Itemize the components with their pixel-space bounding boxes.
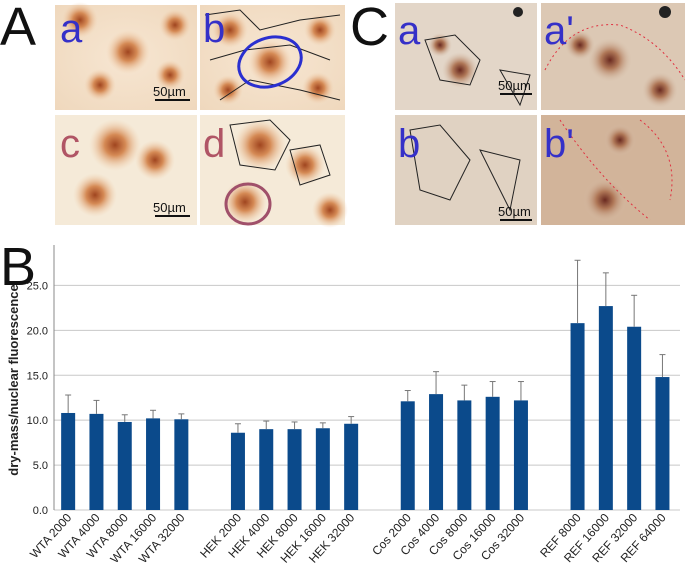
bar <box>230 432 245 510</box>
bar <box>400 401 415 510</box>
y-tick-label: 10.0 <box>27 415 48 427</box>
y-tick-label: 25.0 <box>27 280 48 292</box>
y-axis-title: dry-mass/nuclear fluorescence <box>6 284 21 475</box>
bar <box>315 428 330 510</box>
y-tick-label: 15.0 <box>27 370 48 382</box>
bar <box>61 412 76 510</box>
panel-c-images <box>395 3 685 225</box>
subpanel-label: a <box>398 9 421 53</box>
bar <box>146 418 161 510</box>
bar <box>89 413 104 510</box>
bar <box>655 377 670 510</box>
bar <box>117 421 132 510</box>
panel-label: C <box>350 0 389 57</box>
panel-label: A <box>0 0 36 57</box>
bar <box>627 326 642 510</box>
bar <box>570 323 585 510</box>
scale-label: 50µm <box>498 204 531 219</box>
scale-label: 50µm <box>153 200 186 215</box>
scale-label: 50µm <box>153 84 186 99</box>
bar <box>485 396 500 510</box>
panel-a-images <box>55 2 348 228</box>
subpanel-label: a' <box>544 9 574 53</box>
subpanel-label: b <box>398 122 420 166</box>
bar <box>259 429 274 510</box>
bar <box>287 429 302 510</box>
subpanel-label: c <box>60 122 80 166</box>
panel-label: B <box>0 237 36 297</box>
subpanel-label: b' <box>544 122 574 166</box>
bar <box>457 400 472 510</box>
subpanel-label: b <box>203 7 225 51</box>
subpanel-label: d <box>203 122 225 166</box>
bar <box>344 423 359 510</box>
y-tick-label: 20.0 <box>27 325 48 337</box>
subpanel-label: a <box>60 7 83 51</box>
bar <box>429 394 444 510</box>
bar <box>174 419 189 510</box>
bar <box>513 400 528 510</box>
y-tick-label: 5.0 <box>33 460 48 472</box>
scale-label: 50µm <box>498 78 531 93</box>
y-tick-label: 0.0 <box>33 505 48 517</box>
bar <box>598 306 613 510</box>
